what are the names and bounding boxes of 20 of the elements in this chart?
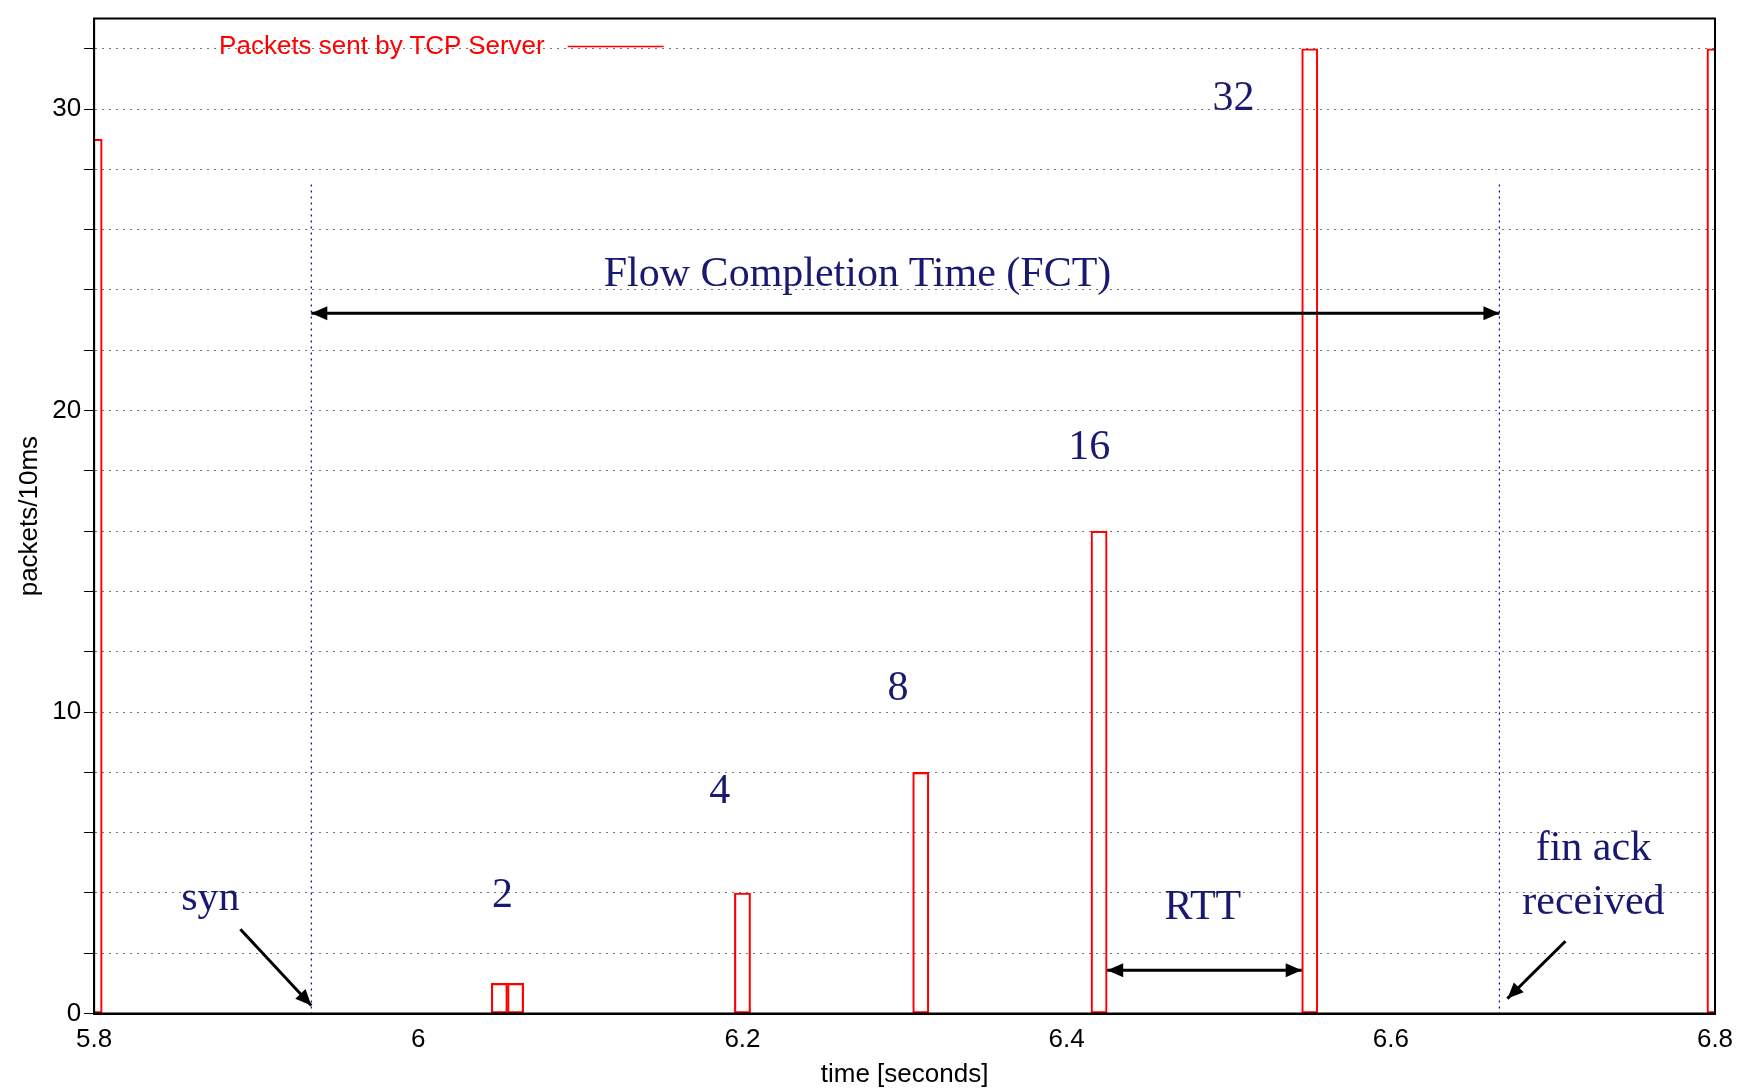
x-tick-label: 6.6 [1372,1023,1409,1054]
y-tick-label: 10 [52,695,82,726]
annotation: 2 [492,870,514,917]
annotation: 32 [1212,73,1255,120]
annotation: 4 [709,765,731,812]
y-tick-label: 20 [52,393,82,424]
x-axis-title: time [seconds] [820,1057,989,1088]
x-tick-label: 6.4 [1048,1023,1085,1054]
legend-label: Packets sent by TCP Server [219,29,546,60]
x-tick-label: 6.8 [1696,1023,1734,1054]
annotation: 16 [1068,422,1111,469]
annotation: 8 [887,663,909,710]
annotation: Flow Completion Time (FCT) [603,249,1112,297]
annotation: syn [181,873,240,920]
annotation: fin ack received [1522,823,1665,924]
annotation: RTT [1164,882,1242,929]
y-axis-title: packets/10ms [12,435,43,597]
x-tick-label: 6 [411,1023,426,1054]
y-tick-label: 30 [52,92,82,123]
x-tick-label: 6.2 [724,1023,761,1054]
